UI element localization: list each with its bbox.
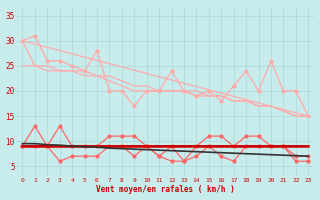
X-axis label: Vent moyen/en rafales ( km/h ): Vent moyen/en rafales ( km/h )	[96, 185, 235, 194]
